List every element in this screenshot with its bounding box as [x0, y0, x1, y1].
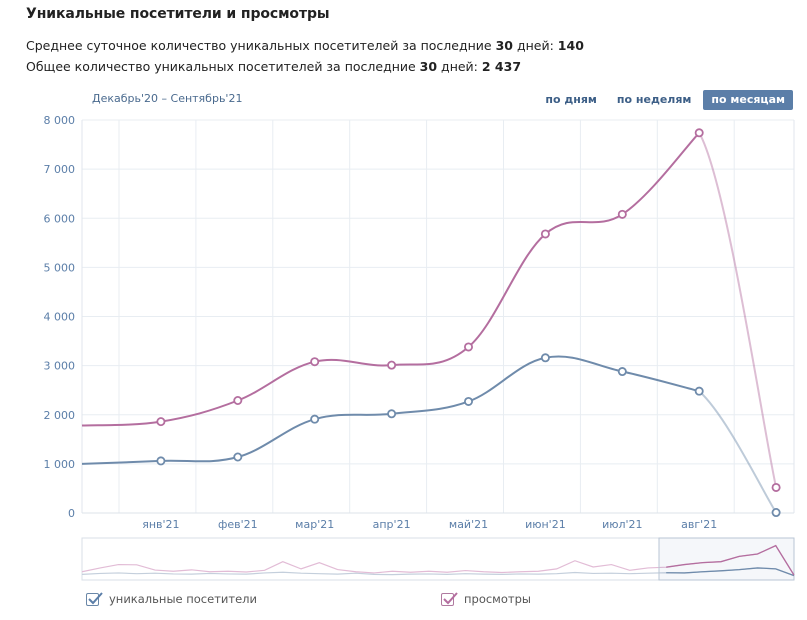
stat2-prefix: Общее количество уникальных посетителей … [26, 59, 420, 74]
by-weeks-button[interactable]: по неделям [616, 93, 692, 106]
by-months-button[interactable]: по месяцам [703, 90, 793, 110]
legend-views-label: просмотры [464, 592, 531, 606]
y-tick-label: 2 000 [44, 409, 76, 422]
x-tick-label: фев'21 [218, 518, 258, 531]
visitors-point [771, 508, 781, 518]
visitors-point [387, 409, 397, 419]
check-icon [88, 591, 103, 604]
avg-daily-visitors: Среднее суточное количество уникальных п… [26, 38, 584, 53]
y-tick-label: 6 000 [44, 212, 76, 225]
x-tick-label: май'21 [449, 518, 488, 531]
visitors-point [233, 452, 243, 462]
views-point [310, 357, 320, 367]
navigator-selected-visitors [666, 567, 795, 577]
total-visitors: Общее количество уникальных посетителей … [26, 59, 521, 74]
stat2-days: 30 [419, 59, 438, 74]
check-icon [443, 591, 458, 604]
visitors-line-partial [698, 390, 777, 514]
visitors-checkbox[interactable] [86, 591, 103, 606]
x-tick-label: янв'21 [142, 518, 179, 531]
visitors-point [617, 367, 627, 377]
x-tick-label: апр'21 [373, 518, 411, 531]
y-tick-label: 7 000 [44, 163, 76, 176]
views-line-partial [698, 132, 778, 488]
date-range-label: Декабрь'20 – Сентябрь'21 [92, 92, 243, 105]
stat2-mid: дней: [437, 59, 482, 74]
navigator-selected-views [666, 544, 795, 576]
views-point [233, 396, 243, 406]
x-tick-label: авг'21 [681, 518, 717, 531]
y-tick-label: 5 000 [44, 261, 76, 274]
visitors-point [156, 456, 166, 466]
stat1-mid: дней: [513, 38, 558, 53]
visitors-point [694, 386, 704, 396]
views-point [771, 482, 781, 492]
x-tick-label: июл'21 [602, 518, 642, 531]
page-title: Уникальные посетители и просмотры [26, 6, 330, 22]
visitors-point [310, 414, 320, 424]
legend-visitors[interactable]: уникальные посетители [86, 591, 257, 606]
views-point [463, 342, 473, 352]
legend-visitors-label: уникальные посетители [109, 592, 257, 606]
stat2-value: 2 437 [481, 59, 522, 74]
views-point [694, 128, 704, 138]
navigator-selection [658, 537, 795, 581]
stat1-value: 140 [557, 38, 584, 53]
by-days-button[interactable]: по дням [545, 93, 597, 106]
legend-views[interactable]: просмотры [441, 591, 531, 606]
y-tick-label: 3 000 [44, 360, 76, 373]
y-tick-label: 4 000 [44, 311, 76, 324]
stat1-prefix: Среднее суточное количество уникальных п… [26, 38, 496, 53]
x-tick-label: июн'21 [525, 518, 566, 531]
period-switcher: по дням по неделям по месяцам [537, 90, 793, 110]
visitors-point [463, 396, 473, 406]
y-tick-label: 1 000 [44, 458, 76, 471]
views-checkbox[interactable] [441, 591, 458, 606]
visitors-point [540, 353, 550, 363]
y-tick-label: 8 000 [44, 114, 76, 127]
y-tick-label: 0 [68, 507, 75, 520]
views-point [540, 229, 550, 239]
views-point [156, 417, 166, 427]
views-point [387, 360, 397, 370]
stat1-days: 30 [495, 38, 513, 53]
views-line [81, 132, 700, 427]
x-tick-label: мар'21 [295, 518, 334, 531]
views-point [617, 209, 627, 219]
